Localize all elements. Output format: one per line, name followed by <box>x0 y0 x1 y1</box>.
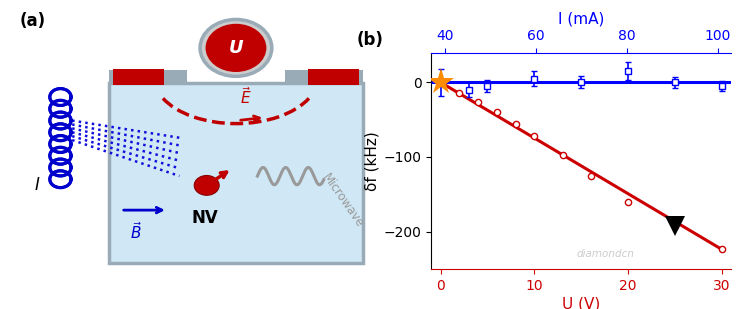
Text: NV: NV <box>191 209 218 226</box>
X-axis label: I (mA): I (mA) <box>558 11 604 26</box>
Bar <box>308 69 358 85</box>
X-axis label: U (V): U (V) <box>562 297 600 309</box>
Circle shape <box>200 19 272 76</box>
Text: I: I <box>34 176 40 194</box>
Y-axis label: δf (kHz): δf (kHz) <box>364 131 380 191</box>
Text: $\vec{E}$: $\vec{E}$ <box>240 86 251 107</box>
Bar <box>285 70 363 83</box>
Circle shape <box>206 24 266 72</box>
Text: diamondcn: diamondcn <box>576 249 634 259</box>
Text: $\vec{B}$: $\vec{B}$ <box>130 221 142 242</box>
Bar <box>110 70 188 83</box>
Text: (a): (a) <box>20 12 46 30</box>
Text: (b): (b) <box>356 31 383 49</box>
Bar <box>113 69 164 85</box>
Bar <box>110 83 363 263</box>
Text: U: U <box>229 39 243 57</box>
Text: Microwave: Microwave <box>320 171 367 230</box>
Circle shape <box>194 176 219 195</box>
